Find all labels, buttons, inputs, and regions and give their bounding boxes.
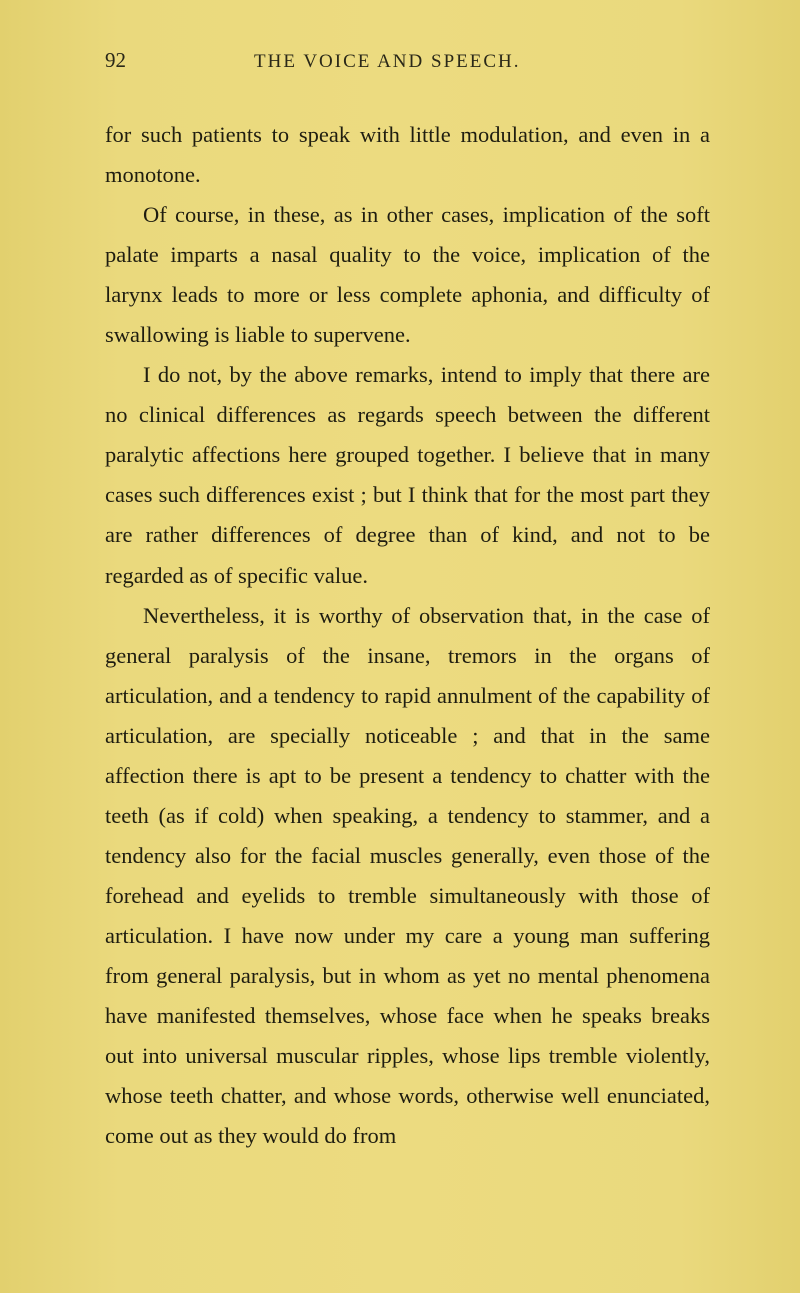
book-page: 92 THE VOICE AND SPEECH. for such patien… [0,0,800,1293]
paragraph: for such patients to speak with little m… [105,115,710,195]
page-header: 92 THE VOICE AND SPEECH. [105,48,710,73]
body-text: for such patients to speak with little m… [105,115,710,1156]
paragraph: I do not, by the above remarks, intend t… [105,355,710,595]
paragraph: Of course, in these, as in other cases, … [105,195,710,355]
page-number: 92 [105,48,126,73]
paragraph: Nevertheless, it is worthy of observatio… [105,596,710,1157]
running-title: THE VOICE AND SPEECH. [254,51,521,73]
